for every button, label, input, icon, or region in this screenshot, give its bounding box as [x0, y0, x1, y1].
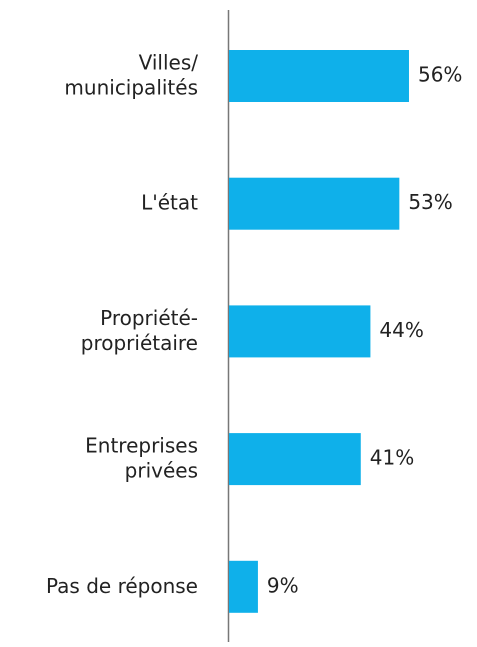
- value-label: 9%: [267, 573, 299, 597]
- value-label: 53%: [408, 190, 452, 214]
- category-label: Villes/municipalités: [64, 50, 198, 99]
- bar: [229, 433, 361, 486]
- category-label: L'état: [141, 190, 198, 214]
- bar: [229, 50, 409, 102]
- bar: [229, 177, 400, 230]
- bar: [229, 560, 258, 613]
- category-label: Propriété-propriétaire: [81, 305, 198, 354]
- category-label: Pas de réponse: [46, 573, 198, 597]
- bar: [229, 305, 371, 358]
- value-label: 44%: [379, 318, 423, 342]
- category-label: Entreprises privées: [85, 433, 198, 482]
- value-label: 56%: [418, 63, 462, 87]
- value-label: 41%: [370, 446, 414, 470]
